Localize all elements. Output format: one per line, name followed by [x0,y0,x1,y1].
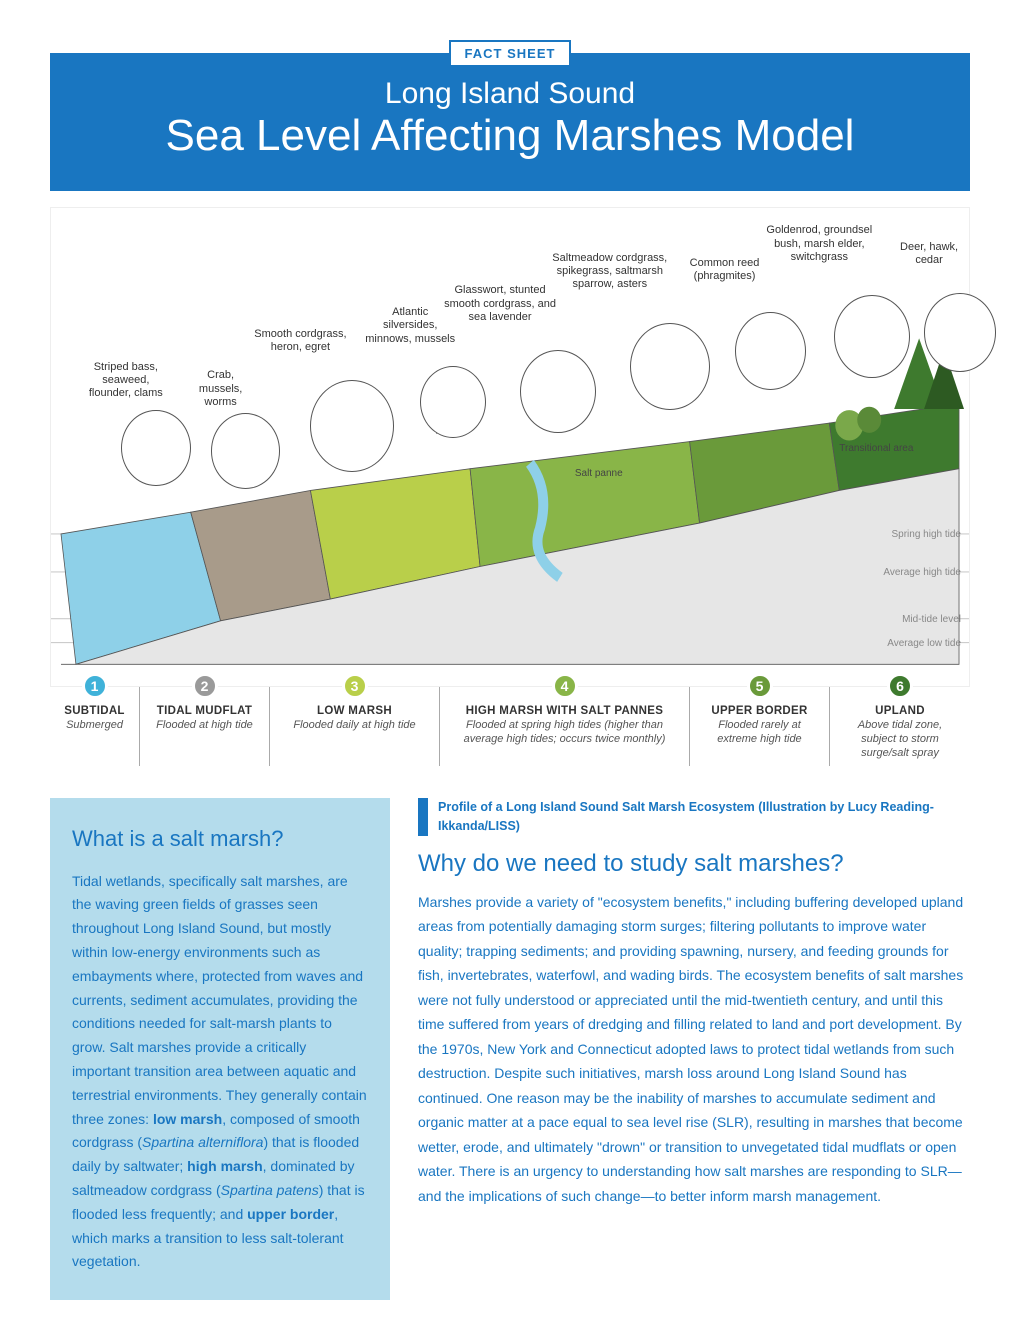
zone-description: Above tidal zone, subject to storm surge… [840,719,960,760]
zone-name: TIDAL MUDFLAT [150,705,259,717]
species-circle-icon [520,350,596,433]
zone-number-badge: 1 [82,673,108,699]
species-circle-icon [630,323,710,410]
zone-number-badge: 6 [887,673,913,699]
zone-name: UPLAND [840,705,960,717]
species-callout: Crab, mussels, worms [186,369,256,409]
sidebar-body: Tidal wetlands, specifically salt marshe… [72,870,368,1275]
zone-cell: 2 TIDAL MUDFLAT Flooded at high tide [140,687,270,766]
main-body: Marshes provide a variety of "ecosystem … [418,890,970,1209]
tide-label: Mid-tide level [902,614,961,625]
inline-diagram-label: Transitional area [839,443,913,454]
zones-row: 1 SUBTIDAL Submerged 2 TIDAL MUDFLAT Flo… [50,686,970,766]
species-callout: Deer, hawk, cedar [889,241,969,267]
main-column: Profile of a Long Island Sound Salt Mars… [418,798,970,1300]
marsh-profile-diagram: Spring high tide Average high tide Mid-tid… [50,207,970,687]
tide-label: Average low tide [887,638,961,649]
tide-label: Spring high tide [892,529,962,540]
species-circle-icon [834,295,910,378]
species-circle-icon [924,293,996,372]
zone-description: Submerged [60,719,129,733]
zone-description: Flooded at high tide [150,719,259,733]
main-heading: Why do we need to study salt marshes? [418,850,970,878]
tide-label: Average high tide [883,567,961,578]
species-circle-icon [121,410,191,486]
title-banner: Long Island Sound Sea Level Affecting Ma… [50,53,970,191]
sidebar-heading: What is a salt marsh? [72,820,368,857]
species-circle-icon [420,366,486,438]
zone-number-badge: 3 [342,673,368,699]
zone-cell: 6 UPLAND Above tidal zone, subject to st… [830,687,970,766]
zone-number-badge: 5 [747,673,773,699]
zone-number-badge: 2 [192,673,218,699]
zone-name: HIGH MARSH WITH SALT PANNES [450,705,679,717]
zone-name: LOW MARSH [280,705,429,717]
species-circle-icon [310,380,394,472]
species-callout: Goldenrod, groundsel bush, marsh elder, … [759,224,879,264]
diagram-caption: Profile of a Long Island Sound Salt Mars… [418,798,970,836]
species-callout: Smooth cordgrass, heron, egret [245,328,355,354]
zone-cell: 4 HIGH MARSH WITH SALT PANNES Flooded at… [440,687,690,766]
species-circle-icon [735,312,807,391]
zone-cell: 1 SUBTIDAL Submerged [50,687,140,766]
zone-cell: 5 UPPER BORDER Flooded rarely at extreme… [690,687,830,766]
species-callout: Saltmeadow cordgrass, spikegrass, saltma… [540,252,680,292]
fact-sheet-badge: FACT SHEET [449,40,572,67]
sidebar-box: What is a salt marsh? Tidal wetlands, sp… [50,798,390,1300]
title-main: Sea Level Affecting Marshes Model [70,111,950,161]
zone-number-badge: 4 [552,673,578,699]
title-subtitle: Long Island Sound [70,77,950,111]
zone-description: Flooded rarely at extreme high tide [700,719,819,747]
species-callout: Striped bass, seaweed, flounder, clams [81,361,171,401]
zone-cell: 3 LOW MARSH Flooded daily at high tide [270,687,440,766]
zone-description: Flooded daily at high tide [280,719,429,733]
zone-description: Flooded at spring high tides (higher tha… [450,719,679,747]
content-grid: What is a salt marsh? Tidal wetlands, sp… [50,798,970,1300]
zone-name: SUBTIDAL [60,705,129,717]
zone-name: UPPER BORDER [700,705,819,717]
inline-diagram-label: Salt panne [575,468,623,479]
